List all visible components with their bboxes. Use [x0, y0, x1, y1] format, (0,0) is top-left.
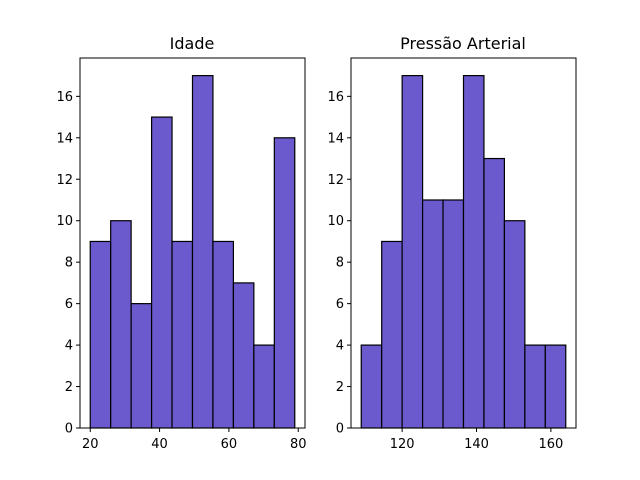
- bar-idade-4: [171, 240, 194, 429]
- bar-idade-5: [191, 75, 214, 429]
- bar-pressao-arterial-3: [421, 199, 444, 429]
- bar-idade-0: [89, 240, 112, 429]
- y-tick-label-idade-0: 0: [65, 422, 73, 437]
- y-axis-ticks-idade: 0 2 4 6 8 10 12 14 16: [56, 90, 80, 437]
- bar-pressao-arterial-4: [442, 199, 465, 429]
- x-tick-label-idade-1: 40: [151, 437, 168, 452]
- y-tick-label-pressao-arterial-0: 0: [336, 422, 344, 437]
- y-tick-label-idade-8: 16: [56, 90, 73, 105]
- y-tick-label-idade-7: 14: [56, 131, 73, 146]
- bar-idade-7: [232, 282, 255, 429]
- subplot-idade: Idade 20 40 60 80 0 2 4 6 8 10 12 14 16: [56, 34, 306, 452]
- subplot-title-pressao-arterial: Pressão Arterial: [400, 34, 526, 53]
- y-tick-label-idade-4: 8: [65, 256, 73, 271]
- subplot-pressao-arterial: Pressão Arterial 120 140 160 0 2 4 6 8 10 12 14 16: [327, 34, 577, 452]
- x-axis-ticks-idade: 20 40 60 80: [82, 428, 307, 452]
- y-tick-label-pressao-arterial-5: 10: [327, 214, 344, 229]
- x-tick-label-idade-3: 80: [290, 437, 307, 452]
- subplot-title-idade: Idade: [170, 34, 215, 53]
- bar-idade-9: [273, 137, 296, 429]
- y-tick-label-pressao-arterial-2: 4: [336, 339, 344, 354]
- x-tick-label-idade-2: 60: [221, 437, 238, 452]
- y-tick-label-pressao-arterial-4: 8: [336, 256, 344, 271]
- x-tick-label-pressao-arterial-0: 120: [390, 437, 415, 452]
- y-tick-label-pressao-arterial-6: 12: [327, 173, 344, 188]
- x-tick-label-idade-0: 20: [82, 437, 99, 452]
- bar-idade-3: [150, 116, 173, 429]
- y-tick-label-pressao-arterial-7: 14: [327, 131, 344, 146]
- bar-pressao-arterial-5: [462, 75, 485, 429]
- axes-frame-pressao-arterial: [350, 57, 577, 429]
- bar-pressao-arterial-0: [360, 344, 383, 429]
- bar-pressao-arterial-6: [483, 157, 506, 429]
- x-tick-label-pressao-arterial-1: 140: [464, 437, 489, 452]
- bar-pressao-arterial-9: [544, 344, 567, 429]
- bars-idade: [89, 75, 296, 429]
- y-tick-label-idade-6: 12: [56, 173, 73, 188]
- bar-pressao-arterial-8: [524, 344, 546, 429]
- bar-idade-2: [130, 303, 153, 429]
- bar-idade-6: [212, 240, 234, 429]
- bar-pressao-arterial-7: [503, 220, 526, 429]
- y-tick-label-pressao-arterial-3: 6: [336, 297, 344, 312]
- y-tick-label-pressao-arterial-1: 2: [336, 380, 344, 395]
- y-tick-label-idade-5: 10: [56, 214, 73, 229]
- axes-frame-idade: [79, 57, 306, 429]
- x-axis-ticks-pressao-arterial: 120 140 160: [390, 428, 563, 452]
- x-tick-label-pressao-arterial-2: 160: [538, 437, 563, 452]
- y-tick-label-pressao-arterial-8: 16: [327, 90, 344, 105]
- bar-pressao-arterial-1: [381, 240, 403, 429]
- bar-idade-8: [253, 344, 275, 429]
- y-tick-label-idade-3: 6: [65, 297, 73, 312]
- bar-idade-1: [110, 220, 132, 429]
- y-axis-ticks-pressao-arterial: 0 2 4 6 8 10 12 14 16: [327, 90, 351, 437]
- y-tick-label-idade-2: 4: [65, 339, 73, 354]
- bar-pressao-arterial-2: [401, 75, 424, 429]
- y-tick-label-idade-1: 2: [65, 380, 73, 395]
